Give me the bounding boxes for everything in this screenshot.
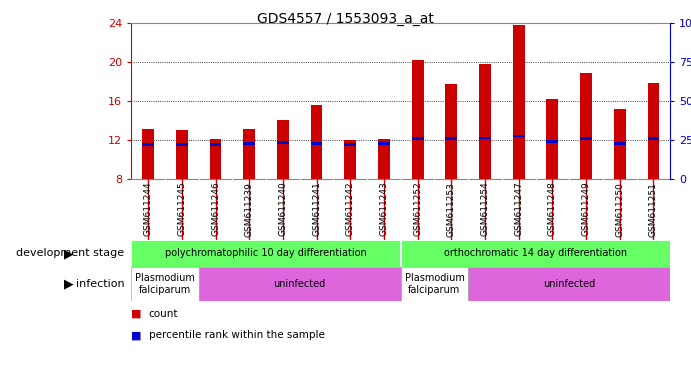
- Bar: [243, 129, 255, 179]
- Text: orthochromatic 14 day differentiation: orthochromatic 14 day differentiation: [444, 248, 627, 258]
- Bar: [468, 267, 670, 301]
- Bar: [311, 142, 323, 145]
- Bar: [479, 64, 491, 179]
- Bar: [513, 134, 524, 137]
- Text: ▶: ▶: [64, 247, 74, 260]
- Bar: [176, 143, 188, 146]
- Text: Plasmodium
falciparum: Plasmodium falciparum: [135, 273, 195, 295]
- Bar: [401, 267, 468, 301]
- Bar: [647, 137, 659, 140]
- Text: count: count: [149, 309, 178, 319]
- Text: GSM611239: GSM611239: [245, 182, 254, 237]
- Text: GSM611252: GSM611252: [413, 182, 422, 237]
- Bar: [446, 84, 457, 179]
- Bar: [580, 137, 592, 140]
- Bar: [311, 105, 323, 179]
- Text: uninfected: uninfected: [274, 279, 326, 289]
- Text: development stage: development stage: [17, 248, 124, 258]
- Bar: [412, 60, 424, 179]
- Bar: [209, 143, 221, 146]
- Text: GSM611251: GSM611251: [649, 182, 658, 237]
- Bar: [513, 25, 524, 179]
- Bar: [412, 137, 424, 140]
- Bar: [378, 142, 390, 145]
- Text: percentile rank within the sample: percentile rank within the sample: [149, 330, 325, 340]
- Text: GSM611241: GSM611241: [312, 182, 321, 237]
- Bar: [199, 267, 401, 301]
- Text: GSM611244: GSM611244: [144, 182, 153, 236]
- Text: Plasmodium
falciparum: Plasmodium falciparum: [404, 273, 464, 295]
- Text: uninfected: uninfected: [543, 279, 596, 289]
- Bar: [344, 143, 356, 146]
- Bar: [131, 240, 401, 267]
- Bar: [344, 140, 356, 179]
- Bar: [142, 129, 154, 179]
- Bar: [243, 142, 255, 145]
- Bar: [277, 120, 289, 179]
- Text: GDS4557 / 1553093_a_at: GDS4557 / 1553093_a_at: [257, 12, 434, 25]
- Text: ■: ■: [131, 309, 142, 319]
- Bar: [647, 83, 659, 179]
- Bar: [580, 73, 592, 179]
- Text: GSM611248: GSM611248: [548, 182, 557, 237]
- Bar: [277, 141, 289, 144]
- Text: GSM611247: GSM611247: [514, 182, 523, 237]
- Bar: [401, 240, 670, 267]
- Bar: [614, 109, 625, 179]
- Bar: [176, 130, 188, 179]
- Text: ▶: ▶: [64, 278, 74, 291]
- Bar: [142, 143, 154, 146]
- Text: polychromatophilic 10 day differentiation: polychromatophilic 10 day differentiatio…: [165, 248, 367, 258]
- Text: GSM611245: GSM611245: [178, 182, 187, 237]
- Text: GSM611254: GSM611254: [480, 182, 489, 237]
- Bar: [378, 139, 390, 179]
- Text: GSM611246: GSM611246: [211, 182, 220, 237]
- Text: GSM611250: GSM611250: [615, 182, 624, 237]
- Bar: [446, 137, 457, 140]
- Text: GSM611240: GSM611240: [278, 182, 287, 237]
- Text: GSM611243: GSM611243: [379, 182, 388, 237]
- Bar: [479, 137, 491, 139]
- Bar: [547, 99, 558, 179]
- Text: GSM611249: GSM611249: [582, 182, 591, 237]
- Bar: [209, 139, 221, 179]
- Text: GSM611253: GSM611253: [447, 182, 456, 237]
- Text: GSM611242: GSM611242: [346, 182, 354, 236]
- Bar: [614, 142, 625, 145]
- Text: ■: ■: [131, 330, 142, 340]
- Text: infection: infection: [76, 279, 124, 289]
- Bar: [547, 141, 558, 143]
- Bar: [131, 267, 199, 301]
